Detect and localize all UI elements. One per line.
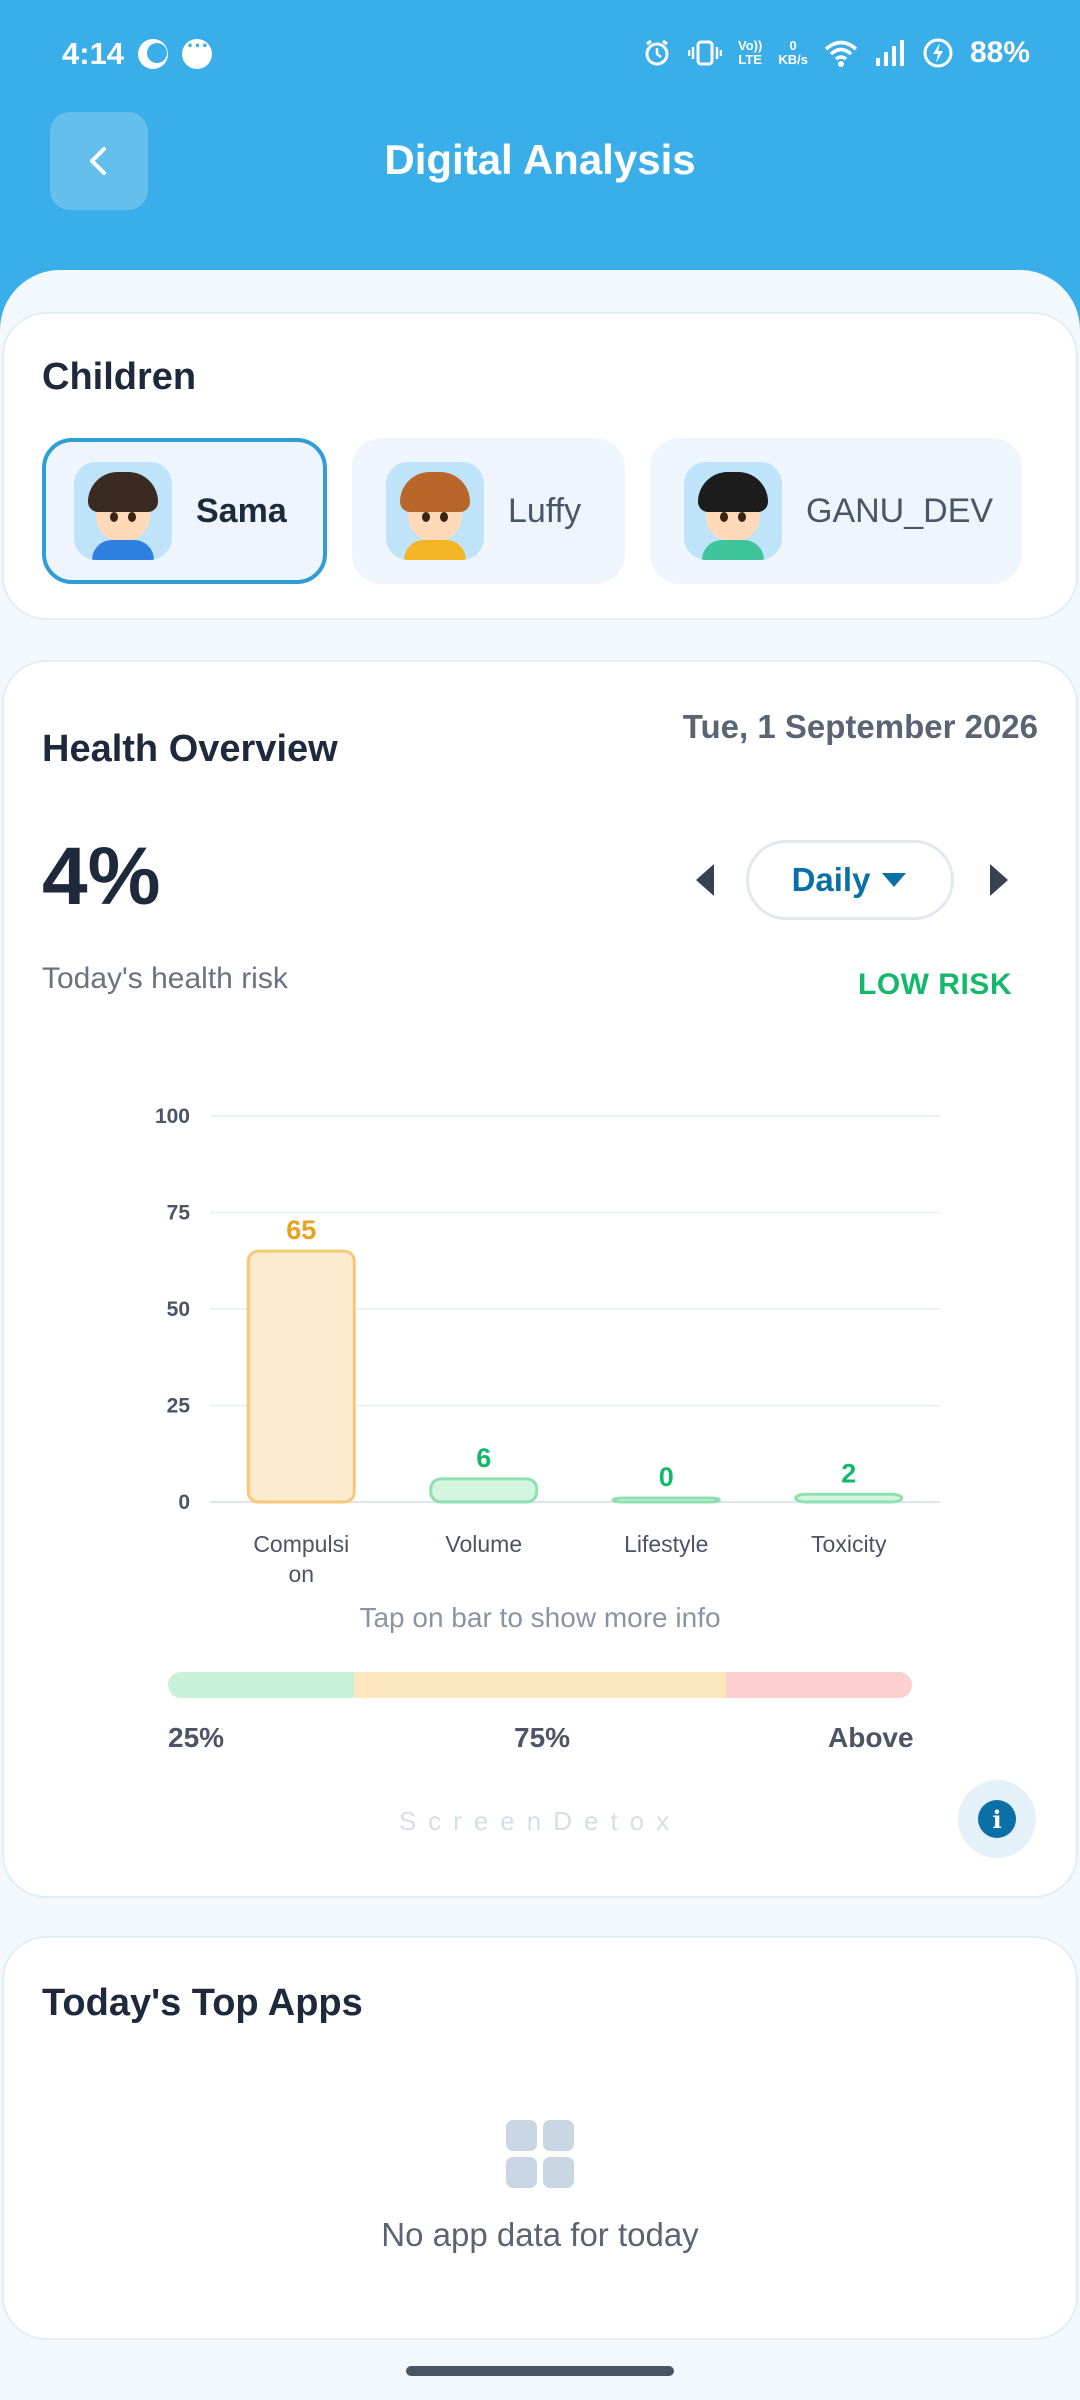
risk-scale-medium (354, 1672, 726, 1698)
volte-top: Vo)) (738, 38, 763, 53)
child-avatar-luffy (386, 462, 484, 560)
volte-bottom: LTE (738, 52, 762, 67)
avatar-body (702, 540, 764, 560)
grid-cell (506, 2120, 537, 2151)
child-name: GANU_DEV (806, 491, 994, 530)
network-speed-unit: KB/s (778, 52, 808, 67)
grid-cell (506, 2157, 537, 2188)
chart-bar[interactable] (611, 1496, 721, 1504)
do-not-disturb-icon (138, 39, 169, 69)
info-button[interactable]: i (958, 1780, 1036, 1858)
status-bar-left: 4:14 (62, 33, 213, 72)
top-apps-heading: Today's Top Apps (42, 1982, 363, 2024)
previous-period-button[interactable] (690, 860, 720, 900)
child-chip-luffy[interactable]: Luffy (352, 438, 625, 584)
avatar-eye (738, 512, 746, 522)
y-tick-label: 100 (155, 1105, 190, 1128)
status-bar: 4:14 Vo)) LTE 0 KB/s (0, 0, 1080, 110)
page-title: Digital Analysis (384, 136, 696, 183)
volte-indicator: Vo)) LTE (738, 39, 762, 67)
avatar-eye (440, 512, 448, 522)
battery-percent: 88% (969, 36, 1030, 69)
risk-scale-high (726, 1672, 912, 1698)
health-risk-percent: 4% (42, 831, 161, 922)
status-time: 4:14 (62, 36, 125, 71)
bar-value-label: 6 (476, 1443, 491, 1473)
message-notification-icon (182, 33, 213, 69)
risk-level-badge: LOW RISK (858, 968, 1012, 1001)
avatar-hair (698, 472, 768, 512)
x-category-label: on (288, 1561, 314, 1587)
bar-value-label: 0 (659, 1462, 674, 1492)
x-category-label: Compulsi (253, 1531, 349, 1557)
y-tick-label: 0 (178, 1491, 190, 1514)
health-risk-subtitle: Today's health risk (42, 962, 288, 995)
vibrate-icon (688, 40, 723, 66)
x-category-label: Lifestyle (624, 1531, 708, 1557)
child-chip-ganu-dev[interactable]: GANU_DEV (650, 438, 1022, 584)
status-bar-right: Vo)) LTE 0 KB/s 88% (642, 36, 1030, 70)
avatar-eye (720, 512, 728, 522)
health-overview-heading: Health Overview (42, 728, 338, 770)
scale-label-medium: 75% (514, 1722, 571, 1753)
bar-value-label: 2 (841, 1458, 856, 1488)
children-heading: Children (42, 356, 197, 398)
chart-bar[interactable] (429, 1477, 539, 1504)
health-date: Tue, 1 September 2026 (682, 708, 1038, 745)
brand-watermark: ScreenDetox (398, 1806, 682, 1836)
next-period-button[interactable] (984, 860, 1014, 900)
chart-bar[interactable] (246, 1249, 356, 1504)
period-dropdown[interactable]: Daily (746, 840, 954, 920)
child-avatar-ganu-dev (684, 462, 782, 560)
network-speed: 0 KB/s (778, 39, 808, 67)
x-category-label: Volume (445, 1531, 522, 1557)
top-apps-card (2, 1936, 1078, 2340)
home-indicator[interactable] (406, 2366, 674, 2376)
avatar-eye (128, 512, 136, 522)
child-chip-sama[interactable]: Sama (42, 438, 327, 584)
avatar-hair (400, 472, 470, 512)
alarm-icon (645, 39, 669, 66)
top-apps-empty-text: No app data for today (381, 2216, 699, 2253)
x-category-label: Toxicity (811, 1531, 887, 1557)
avatar-eye (110, 512, 118, 522)
scale-label-low: 25% (168, 1722, 225, 1753)
info-icon: i (978, 1800, 1016, 1838)
child-name: Luffy (508, 491, 582, 530)
y-tick-label: 25 (167, 1395, 191, 1418)
period-label: Daily (791, 861, 871, 898)
avatar-body (404, 540, 466, 560)
avatar-hair (88, 472, 158, 512)
battery-charging-icon (923, 38, 953, 68)
risk-scale-bar (168, 1672, 912, 1698)
y-tick-label: 75 (167, 1202, 191, 1225)
network-speed-value: 0 (789, 38, 797, 53)
bar-value-label: 65 (286, 1215, 316, 1245)
grid-cell (543, 2157, 574, 2188)
avatar-body (92, 540, 154, 560)
scale-label-above: Above (828, 1722, 914, 1753)
back-button[interactable] (50, 112, 148, 210)
y-tick-label: 50 (167, 1298, 190, 1321)
chart-hint: Tap on bar to show more info (359, 1602, 721, 1633)
grid-cell (543, 2120, 574, 2151)
wifi-icon (824, 40, 858, 67)
health-bar-chart: 0 25 50 75 100 65 Compulsi on 6 Volume 0 Lifestyle 2… (155, 1105, 940, 1587)
avatar-eye (422, 512, 430, 522)
signal-icon (875, 40, 904, 66)
child-avatar-sama (74, 462, 172, 560)
chevron-left-icon (90, 147, 106, 175)
chart-bar[interactable] (794, 1492, 904, 1504)
grid-apps-icon (506, 2120, 574, 2188)
risk-scale-low (168, 1672, 354, 1698)
caret-down-icon (882, 873, 907, 887)
child-name: Sama (196, 491, 287, 530)
